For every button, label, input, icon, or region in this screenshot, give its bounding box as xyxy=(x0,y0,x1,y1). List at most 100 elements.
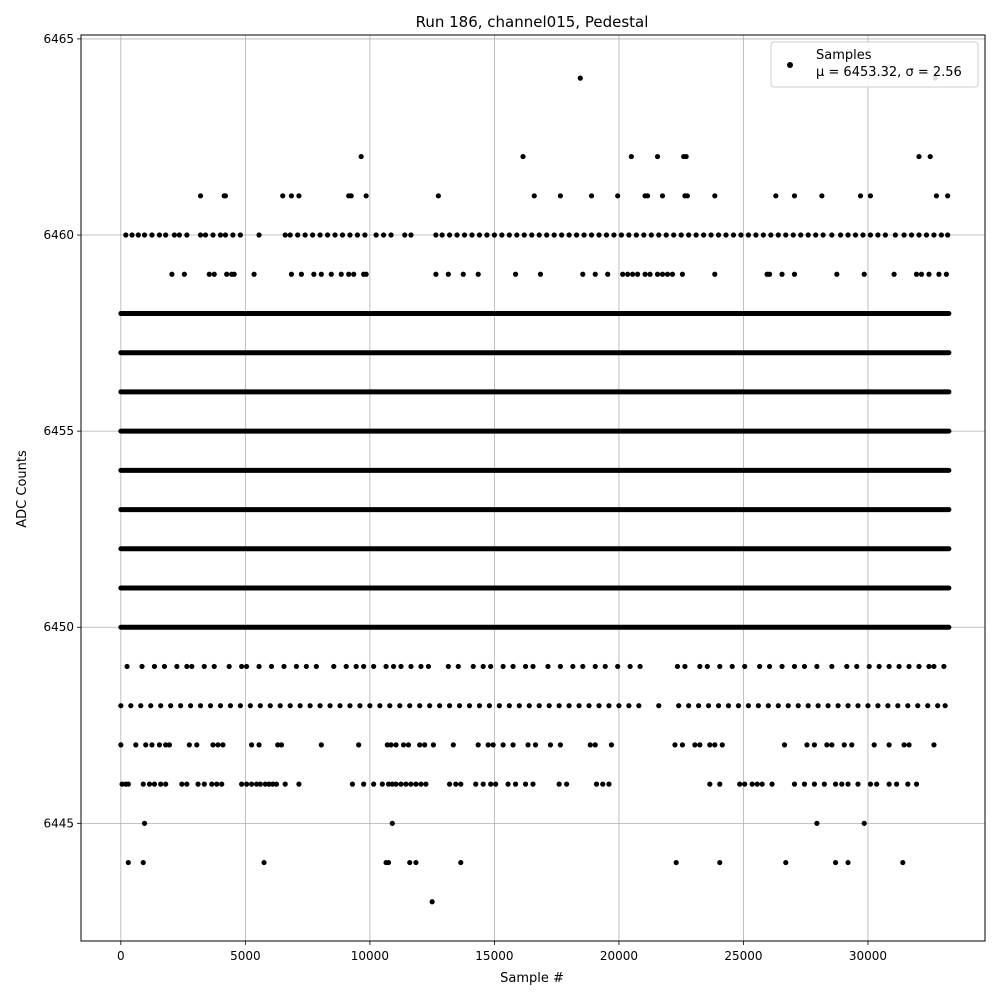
data-point xyxy=(466,703,473,709)
data-point xyxy=(331,663,337,670)
data-point xyxy=(592,742,598,748)
data-point xyxy=(303,663,309,670)
data-point xyxy=(393,742,399,748)
y-tick-label: 6445 xyxy=(43,816,74,830)
data-point xyxy=(302,232,308,238)
data-point xyxy=(815,703,821,709)
data-point xyxy=(496,703,502,709)
data-point xyxy=(288,271,295,277)
data-point xyxy=(557,663,563,670)
data-point xyxy=(931,232,937,238)
data-point xyxy=(363,271,369,277)
data-point xyxy=(925,703,931,709)
data-point xyxy=(866,663,872,670)
data-point xyxy=(566,703,572,709)
data-point xyxy=(785,703,791,709)
data-point xyxy=(783,232,789,238)
data-point xyxy=(318,742,324,748)
data-point xyxy=(916,663,922,670)
data-point xyxy=(719,742,725,748)
data-point xyxy=(499,232,505,238)
data-point xyxy=(343,663,349,670)
data-point xyxy=(119,781,125,787)
data-point xyxy=(184,781,190,787)
data-point xyxy=(805,703,811,709)
data-point xyxy=(825,703,831,709)
data-point xyxy=(118,703,124,709)
data-point xyxy=(244,781,250,787)
data-point xyxy=(893,781,900,787)
y-tick-label: 6465 xyxy=(43,32,74,46)
data-point xyxy=(896,663,902,670)
data-point xyxy=(148,703,154,709)
data-point xyxy=(580,663,586,670)
data-point xyxy=(206,271,212,277)
x-tick-label: 15000 xyxy=(475,949,513,963)
data-point xyxy=(454,232,460,238)
data-point xyxy=(296,781,302,787)
data-point xyxy=(801,663,808,670)
data-point xyxy=(606,703,612,709)
data-point xyxy=(725,703,732,709)
data-point xyxy=(398,663,404,670)
data-point xyxy=(556,703,562,709)
data-point xyxy=(353,663,359,670)
data-point xyxy=(211,663,217,670)
data-point xyxy=(819,193,825,199)
data-point xyxy=(433,271,439,277)
data-point xyxy=(446,232,453,238)
data-point xyxy=(625,271,631,277)
data-point xyxy=(588,193,595,199)
data-point xyxy=(637,663,643,670)
data-point xyxy=(654,153,661,160)
data-point xyxy=(429,899,435,905)
data-point xyxy=(824,742,830,748)
data-point xyxy=(900,859,906,866)
data-point xyxy=(149,742,155,748)
data-point xyxy=(446,703,453,709)
data-point xyxy=(184,663,190,670)
data-point xyxy=(821,781,827,787)
data-point xyxy=(256,232,262,238)
data-point xyxy=(845,232,851,238)
data-point xyxy=(486,703,493,709)
data-point xyxy=(347,703,353,709)
data-point xyxy=(901,232,907,238)
data-point xyxy=(723,232,729,238)
data-point xyxy=(327,703,333,709)
data-point xyxy=(875,232,881,238)
data-point xyxy=(679,742,686,748)
data-point xyxy=(811,742,818,748)
data-point xyxy=(795,703,801,709)
data-point xyxy=(867,193,874,199)
data-point xyxy=(674,663,681,670)
data-point xyxy=(287,232,293,238)
data-point xyxy=(510,663,516,670)
data-point xyxy=(547,742,554,748)
data-point xyxy=(393,781,399,787)
data-point xyxy=(261,859,267,866)
data-point xyxy=(156,742,163,748)
data-point xyxy=(564,781,570,787)
data-point xyxy=(686,703,692,709)
data-point xyxy=(227,703,234,709)
data-point xyxy=(781,742,788,748)
data-point xyxy=(801,781,808,787)
data-point xyxy=(529,232,535,238)
x-tick-label: 10000 xyxy=(351,949,389,963)
data-point xyxy=(945,232,951,238)
data-point xyxy=(124,663,130,670)
data-point xyxy=(251,271,257,277)
data-point xyxy=(354,232,361,238)
data-point xyxy=(287,703,293,709)
data-point xyxy=(248,742,255,748)
data-point xyxy=(143,742,149,748)
data-point xyxy=(536,703,542,709)
data-point xyxy=(500,663,506,670)
data-point xyxy=(278,742,285,748)
axes-frame xyxy=(80,34,986,942)
data-point xyxy=(522,781,529,787)
data-point xyxy=(128,703,134,709)
data-point xyxy=(197,193,204,199)
